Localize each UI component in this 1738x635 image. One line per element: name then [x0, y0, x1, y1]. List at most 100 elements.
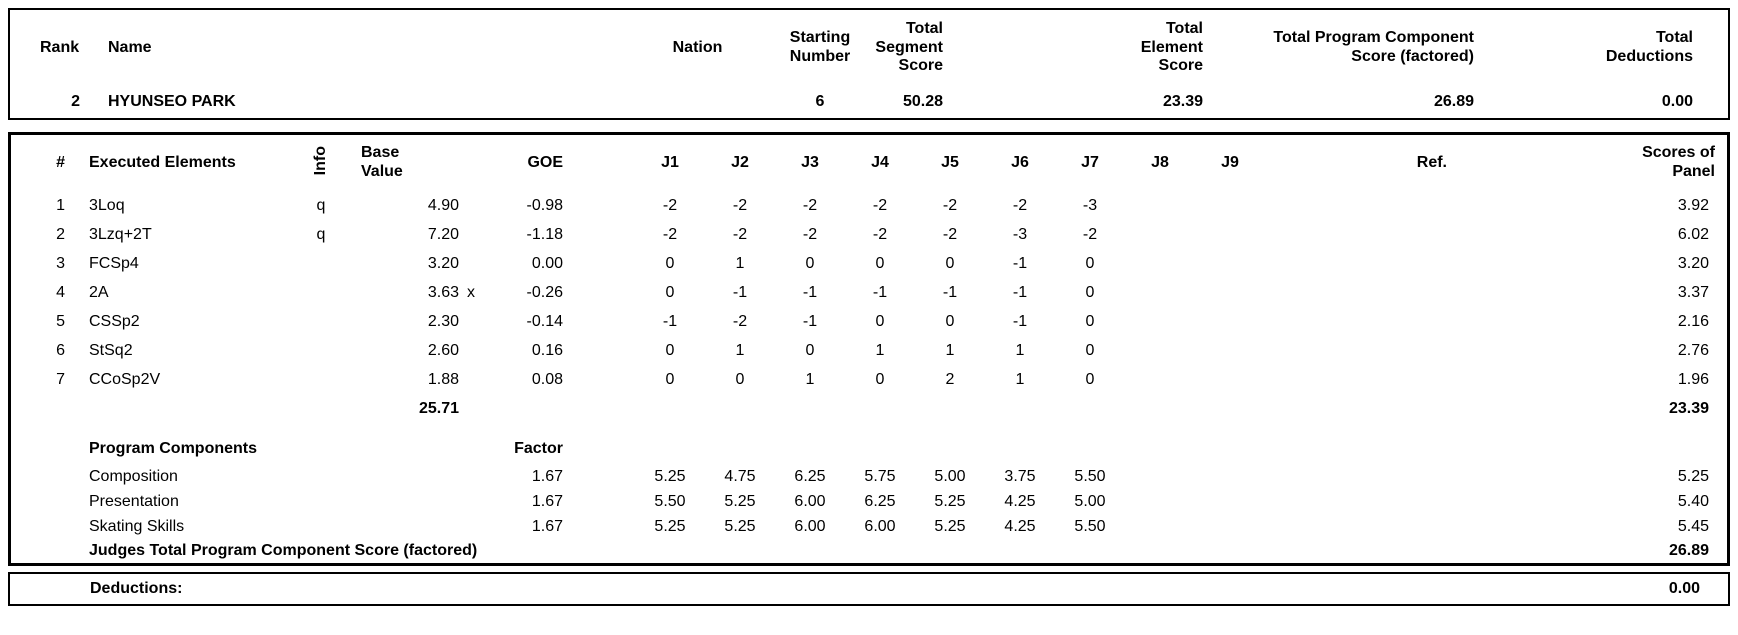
judge-score: -1	[942, 283, 958, 301]
judge-score	[1125, 336, 1195, 365]
judge-score: -3	[1012, 225, 1028, 243]
component-panel-score: 5.25	[1677, 467, 1709, 485]
col-header-info: Info	[301, 135, 341, 191]
judge-score: 0	[945, 312, 955, 330]
judge-header-j9: J9	[1221, 154, 1239, 171]
element-base-value: 2.60	[427, 341, 459, 359]
judge-score: 0	[665, 283, 675, 301]
judge-score: -2	[942, 225, 958, 243]
element-number: 5	[56, 312, 65, 330]
judge-score: -3	[1082, 196, 1098, 214]
element-panel-score: 3.92	[1677, 196, 1709, 214]
judge-header-j6: J6	[1011, 154, 1029, 171]
judge-score: 0	[665, 254, 675, 272]
component-judge-score: 5.50	[1074, 467, 1106, 485]
col-header-goe: GOE	[527, 154, 563, 171]
element-name: 2A	[89, 283, 109, 301]
component-name: Composition	[89, 467, 178, 485]
component-judge-score: 6.00	[794, 517, 826, 535]
judge-score: -2	[1012, 196, 1028, 214]
judge-score: 1	[1015, 341, 1025, 359]
col-header-total-element-score: Total Element Score	[1140, 19, 1203, 75]
score-sheet: Rank Name Nation Starting Number Total S…	[0, 8, 1738, 635]
element-x-credit	[459, 220, 493, 249]
judge-score: 0	[945, 254, 955, 272]
judge-score	[1125, 220, 1195, 249]
element-x-credit: x	[467, 283, 475, 301]
judge-score: 0	[805, 341, 815, 359]
competitor-nation	[620, 86, 775, 118]
element-number: 6	[56, 341, 65, 359]
element-name: 3Lzq+2T	[89, 225, 152, 243]
element-name: 3Loq	[89, 196, 125, 214]
component-judge-score: 6.00	[794, 492, 826, 510]
judge-score: 1	[735, 341, 745, 359]
component-judge-score: 5.50	[654, 492, 686, 510]
component-judge-score: 6.25	[864, 492, 896, 510]
elements-box: # Executed Elements Info Base Value GOE …	[8, 132, 1730, 566]
element-info-flag	[301, 336, 341, 365]
component-judge-score: 5.00	[1074, 492, 1106, 510]
judge-score: 2	[945, 370, 955, 388]
component-panel-score: 5.45	[1677, 517, 1709, 535]
element-number: 1	[56, 196, 65, 214]
element-x-credit	[459, 249, 493, 278]
component-row: Composition 1.67 5.25 4.75 6.25 5.75 5.0…	[11, 464, 1729, 489]
component-judge-score	[1125, 489, 1195, 514]
component-row: Skating Skills 1.67 5.25 5.25 6.00 6.00 …	[11, 514, 1729, 539]
element-goe: -0.98	[526, 196, 563, 214]
elements-total-row: 25.71 23.39	[11, 394, 1729, 424]
judge-score: -2	[732, 225, 748, 243]
component-panel-score: 5.40	[1677, 492, 1709, 510]
element-base-value: 2.30	[427, 312, 459, 330]
judge-score: -2	[802, 225, 818, 243]
judge-score	[1125, 278, 1195, 307]
component-judge-score: 5.25	[934, 517, 966, 535]
judge-header-j8: J8	[1151, 154, 1169, 171]
judge-score	[1125, 307, 1195, 336]
judge-score	[1195, 365, 1265, 394]
judge-score: -1	[1012, 312, 1028, 330]
deductions-label: Deductions:	[90, 580, 183, 597]
element-x-credit	[459, 191, 493, 220]
col-header-scores-of-panel: Scores of Panel	[1642, 144, 1715, 180]
judge-score: 0	[1085, 341, 1095, 359]
judge-score: -2	[872, 196, 888, 214]
summary-header-row: Rank Name Nation Starting Number Total S…	[10, 10, 1728, 86]
judge-score: 0	[875, 254, 885, 272]
judge-score: -2	[662, 196, 678, 214]
element-base-value: 3.63	[427, 283, 459, 301]
component-judge-score: 5.00	[934, 467, 966, 485]
element-goe: 0.08	[531, 370, 563, 388]
judge-score: 0	[875, 370, 885, 388]
judge-score: 0	[665, 341, 675, 359]
element-number: 4	[56, 283, 65, 301]
judge-score	[1125, 249, 1195, 278]
component-judge-score: 6.00	[864, 517, 896, 535]
judge-score: -1	[732, 283, 748, 301]
component-judge-score	[1125, 514, 1195, 539]
element-number: 3	[56, 254, 65, 272]
element-row: 3 FCSp4 3.20 0.00 0 1 0 0 0 -1 0 3.20	[11, 249, 1729, 278]
judge-score: -2	[872, 225, 888, 243]
deductions-value: 0.00	[1668, 580, 1700, 597]
col-header-starting-number: Starting Number	[789, 29, 851, 65]
element-info-flag	[301, 307, 341, 336]
factor-label: Factor	[514, 440, 563, 457]
component-judge-score	[1195, 489, 1265, 514]
competitor-total-element-score: 23.39	[1162, 93, 1203, 110]
component-judge-score: 4.75	[724, 467, 756, 485]
judge-score: -1	[662, 312, 678, 330]
judge-header-j2: J2	[731, 154, 749, 171]
total-panel-score: 23.39	[1668, 400, 1709, 417]
col-header-ref: Ref.	[1416, 154, 1447, 171]
judge-score	[1195, 278, 1265, 307]
element-panel-score: 2.16	[1677, 312, 1709, 330]
competitor-total-segment-score: 50.28	[902, 93, 943, 110]
col-header-total-segment-score: Total Segment Score	[875, 19, 943, 75]
component-judge-score	[1195, 514, 1265, 539]
judge-score	[1125, 365, 1195, 394]
col-header-name: Name	[108, 39, 152, 56]
element-base-value: 1.88	[427, 370, 459, 388]
element-row: 5 CSSp2 2.30 -0.14 -1 -2 -1 0 0 -1 0 2.1…	[11, 307, 1729, 336]
